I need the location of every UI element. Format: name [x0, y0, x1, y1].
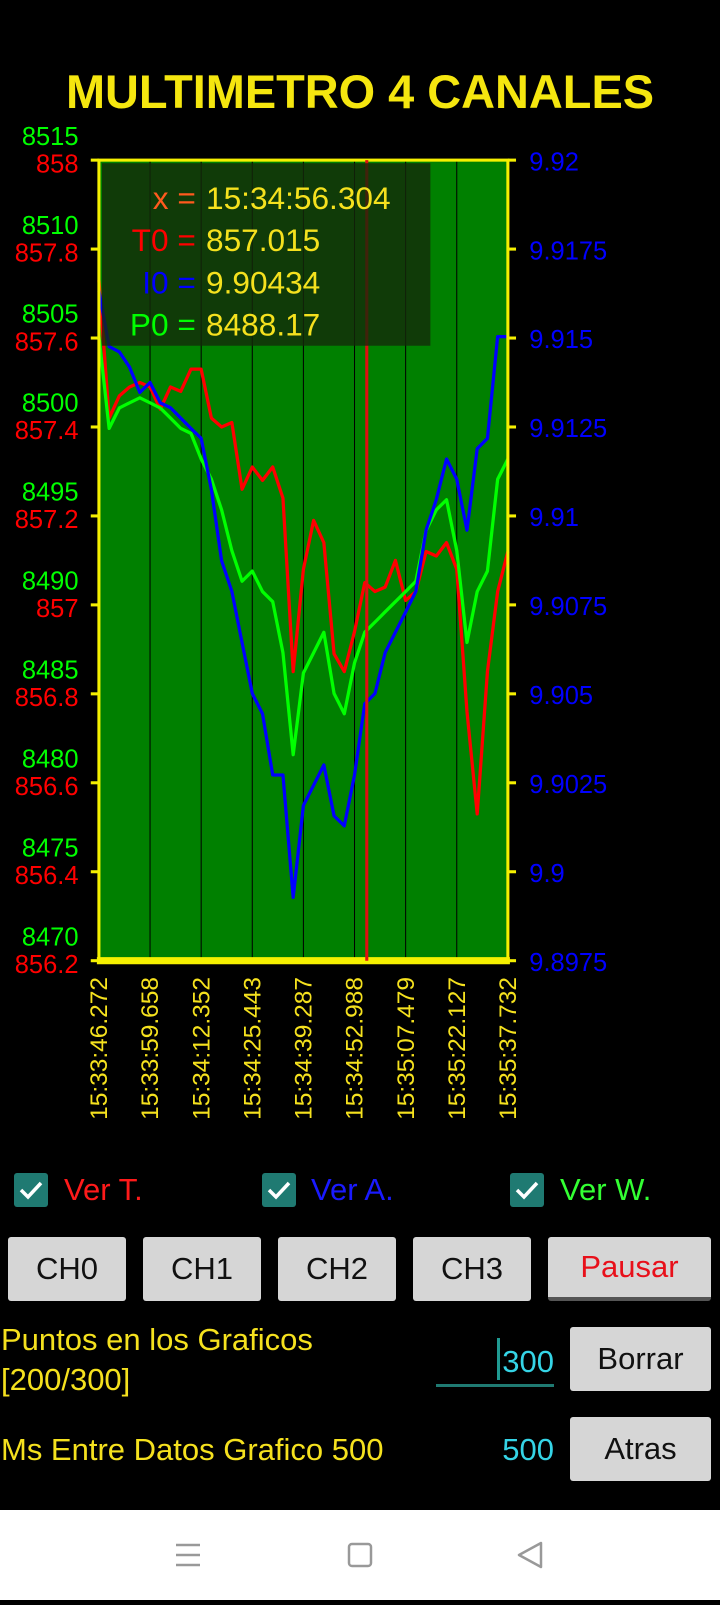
x-tick-label: 15:34:39.287: [291, 977, 318, 1120]
y-tick-label: 857.2: [15, 506, 79, 534]
text-cursor: [497, 1338, 500, 1380]
app-title: MULTIMETRO 4 CANALES: [66, 66, 654, 118]
y2-tick-label: 9.9025: [529, 771, 607, 799]
y2-tick-label: 9.92: [529, 148, 579, 176]
x-tick-label: 15:33:59.658: [137, 977, 164, 1120]
button[interactable]: CH2: [278, 1237, 396, 1301]
checkbox[interactable]: [262, 1173, 296, 1207]
back-button[interactable]: [517, 1541, 543, 1569]
y-tick-label: 856.6: [15, 773, 79, 801]
y-tick-label: 856.2: [15, 951, 79, 979]
y3-tick-label: 8485: [22, 657, 79, 685]
y3-tick-label: 8500: [22, 390, 79, 418]
y-tick-label: 856.8: [15, 684, 79, 712]
series-line: [97, 336, 510, 757]
y-tick-label: 858: [36, 150, 79, 178]
y-tick-label: 857.4: [15, 417, 79, 445]
check-mark: [19, 1181, 43, 1200]
y3-tick-label: 8510: [22, 212, 79, 240]
tooltip-value: 857.015: [206, 222, 320, 258]
y2-tick-label: 9.9075: [529, 593, 607, 621]
y2-tick-label: 9.8975: [529, 949, 607, 977]
y2-tick-label: 9.915: [529, 326, 593, 354]
y2-tick-label: 9.91: [529, 504, 579, 532]
x-tick-label: 15:34:12.352: [188, 977, 215, 1120]
tooltip-value: 8488.17: [206, 306, 320, 342]
x-tick-label: 15:35:07.479: [393, 977, 420, 1120]
y-tick-label: 857.6: [15, 328, 79, 356]
checkbox-label[interactable]: Ver T.: [64, 1172, 143, 1207]
x-tick-label: 15:33:46.272: [86, 977, 113, 1120]
home-button[interactable]: [347, 1542, 373, 1568]
x-tick-label: 15:34:25.443: [239, 977, 266, 1120]
y-tick-label: 856.4: [15, 862, 79, 890]
y3-tick-label: 8490: [22, 568, 79, 596]
x-tick-label: 15:35:37.732: [495, 977, 522, 1120]
checkbox-label[interactable]: Ver W.: [560, 1172, 652, 1207]
tooltip-label: x =: [153, 180, 196, 216]
tooltip-box: [101, 163, 431, 346]
interval-input[interactable]: 500: [502, 1432, 554, 1467]
checkbox-label[interactable]: Ver A.: [311, 1172, 394, 1207]
tooltip-value: 9.90434: [206, 264, 320, 300]
checkbox[interactable]: [14, 1173, 48, 1207]
y3-tick-label: 8495: [22, 479, 79, 507]
button[interactable]: CH0: [8, 1237, 126, 1301]
navigation-bar: [0, 1510, 720, 1600]
menu-button[interactable]: [176, 1543, 200, 1567]
chart: MULTIMETRO 4 CANALES 15:33:46.272 15:33:5…: [15, 66, 654, 1120]
y2-tick-label: 9.9175: [529, 237, 607, 265]
checkbox[interactable]: [510, 1173, 544, 1207]
tooltip-label: I0 =: [142, 264, 196, 300]
button[interactable]: CH3: [413, 1237, 531, 1301]
y2-tick-label: 9.9125: [529, 415, 607, 443]
y2-tick-label: 9.905: [529, 682, 593, 710]
nav-icons: [176, 1541, 543, 1569]
series-line: [97, 280, 510, 816]
points-input[interactable]: 300: [436, 1340, 554, 1387]
check-mark: [267, 1181, 291, 1200]
y3-tick-label: 8470: [22, 923, 79, 951]
tooltip-label: T0 =: [132, 222, 196, 258]
pause-button[interactable]: Pausar: [548, 1237, 711, 1301]
y-tick-label: 857: [36, 595, 79, 623]
x-tick-label: 15:34:52.988: [342, 977, 369, 1120]
series-line: [97, 290, 508, 899]
y2-tick-label: 9.9: [529, 860, 564, 888]
check-mark: [515, 1181, 539, 1200]
y3-tick-label: 8515: [22, 123, 79, 151]
y-tick-label: 857.8: [15, 239, 79, 267]
button[interactable]: Borrar: [570, 1327, 711, 1391]
tooltip-label: P0 =: [130, 306, 196, 342]
y3-tick-label: 8505: [22, 301, 79, 329]
points-label: Puntos en los Graficos [200/300]: [1, 1322, 313, 1397]
interval-label: Ms Entre Datos Grafico 500: [1, 1432, 384, 1467]
button[interactable]: CH1: [143, 1237, 261, 1301]
x-tick-label: 15:35:22.127: [444, 977, 471, 1120]
tooltip-value: 15:34:56.304: [206, 180, 391, 216]
button[interactable]: Atras: [570, 1417, 711, 1481]
y3-tick-label: 8480: [22, 745, 79, 773]
y3-tick-label: 8475: [22, 834, 79, 862]
